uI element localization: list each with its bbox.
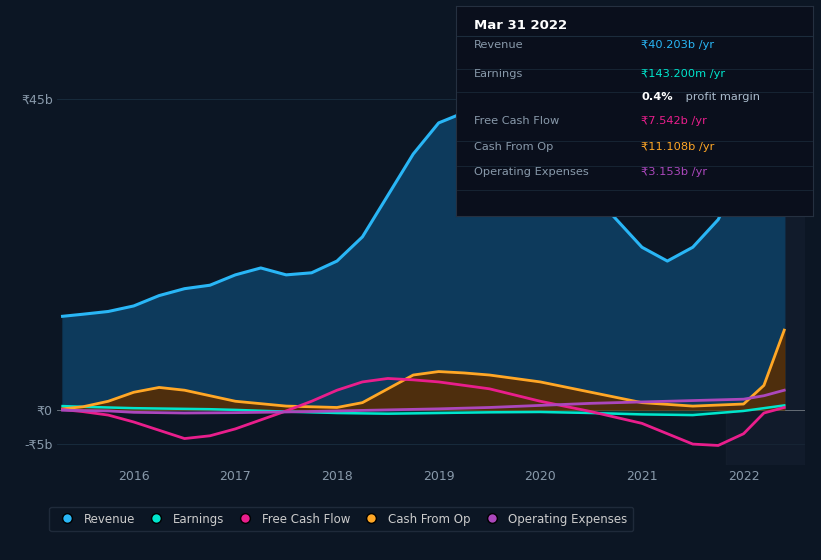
Text: 0.4%: 0.4% bbox=[641, 92, 673, 102]
Text: ₹11.108b /yr: ₹11.108b /yr bbox=[641, 142, 715, 152]
Text: Cash From Op: Cash From Op bbox=[474, 142, 553, 152]
Legend: Revenue, Earnings, Free Cash Flow, Cash From Op, Operating Expenses: Revenue, Earnings, Free Cash Flow, Cash … bbox=[49, 507, 634, 531]
Text: ₹3.153b /yr: ₹3.153b /yr bbox=[641, 167, 708, 178]
Text: profit margin: profit margin bbox=[682, 92, 760, 102]
Bar bbox=[727, 50, 805, 465]
Text: Revenue: Revenue bbox=[474, 40, 523, 50]
Text: Operating Expenses: Operating Expenses bbox=[474, 167, 589, 178]
Text: ₹40.203b /yr: ₹40.203b /yr bbox=[641, 40, 714, 50]
Text: Mar 31 2022: Mar 31 2022 bbox=[474, 19, 566, 32]
Text: ₹7.542b /yr: ₹7.542b /yr bbox=[641, 116, 707, 126]
Text: ₹143.200m /yr: ₹143.200m /yr bbox=[641, 69, 726, 78]
Text: Earnings: Earnings bbox=[474, 69, 523, 78]
Text: Free Cash Flow: Free Cash Flow bbox=[474, 116, 559, 126]
